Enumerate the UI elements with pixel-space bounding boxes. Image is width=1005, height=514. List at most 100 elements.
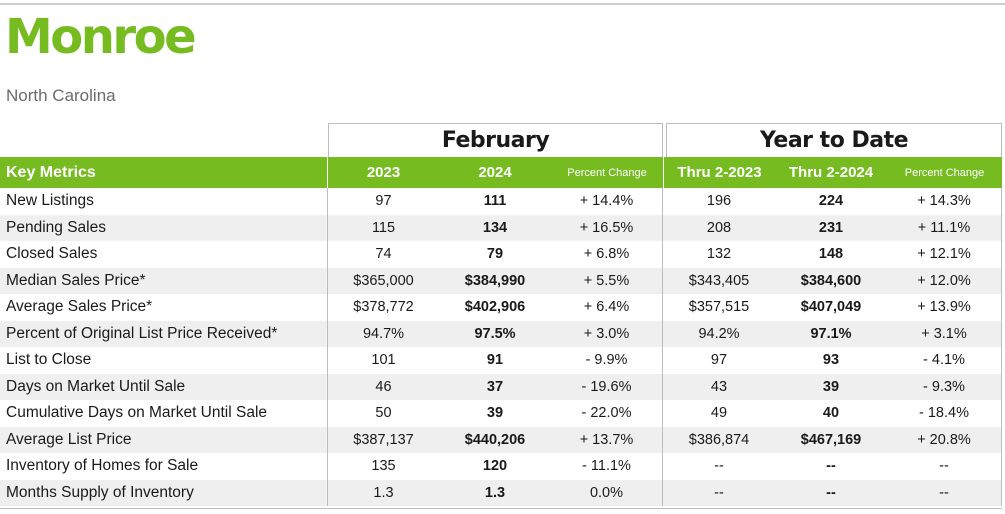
table-row: Days on Market Until Sale 46 37- 19.6% 43 39… [0,373,1002,400]
top-rule [0,3,1005,5]
table-row: Average List Price $387,137 $440,206 + 13.7… [0,426,1002,453]
metric-name: Cumulative Days on Market Until Sale [0,400,327,427]
feb-2024-value: $384,990 [439,267,551,294]
ytd-percent-change: + 14.3% [887,188,1002,215]
feb-2024-value: 91 [439,347,551,374]
group-header-february: February [328,123,663,157]
header-feb-2024: 2024 [439,157,551,188]
feb-2024-value: 1.3 [439,479,551,506]
group-header-year-to-date: Year to Date [666,123,1002,157]
table-row: Inventory of Homes for Sale 135 120- 11.1%… [0,453,1002,480]
ytd-percent-change: + 3.1% [887,320,1002,347]
ytd-percent-change: -- [887,479,1002,506]
ytd-2024-value: 224 [775,188,887,215]
ytd-2024-value: 231 [775,214,887,241]
table-row: Cumulative Days on Market Until Sale 50 39… [0,400,1002,427]
feb-2023-value: 101 [327,347,439,374]
feb-2023-value: 97 [327,188,439,215]
ytd-2023-value: 49 [663,400,775,427]
feb-2023-value: 46 [327,373,439,400]
feb-percent-change: + 14.4% [551,188,663,215]
metric-name: Inventory of Homes for Sale [0,453,327,480]
feb-percent-change: - 11.1% [551,453,663,480]
feb-2023-value: 1.3 [327,479,439,506]
metric-name: List to Close [0,347,327,374]
metric-name: Percent of Original List Price Received* [0,320,327,347]
metric-name: Months Supply of Inventory [0,479,327,506]
ytd-2023-value: $343,405 [663,267,775,294]
table-row: Median Sales Price* $365,000 $384,990 + 5.5… [0,267,1002,294]
feb-percent-change: - 19.6% [551,373,663,400]
ytd-2024-value: 148 [775,241,887,268]
page-subtitle: North Carolina [6,86,116,105]
feb-percent-change: + 3.0% [551,320,663,347]
ytd-2024-value: 39 [775,373,887,400]
key-metrics-table: Key Metrics 2023 2024 Percent Change Thr… [0,157,1002,506]
ytd-2024-value: 93 [775,347,887,374]
feb-2023-value: 135 [327,453,439,480]
feb-2024-value: 134 [439,214,551,241]
ytd-2023-value: 196 [663,188,775,215]
feb-2023-value: $387,137 [327,426,439,453]
ytd-2024-value: 40 [775,400,887,427]
table-header-row: Key Metrics 2023 2024 Percent Change Thr… [0,157,1002,188]
ytd-percent-change: + 12.0% [887,267,1002,294]
ytd-percent-change: + 12.1% [887,241,1002,268]
header-ytd-percent-change: Percent Change [887,157,1002,188]
feb-percent-change: - 9.9% [551,347,663,374]
table-row: List to Close 101 91- 9.9% 97 93- 4.1% [0,347,1002,374]
metric-name: Pending Sales [0,214,327,241]
ytd-2024-value: -- [775,453,887,480]
bottom-rule [0,508,1002,509]
ytd-2024-value: $467,169 [775,426,887,453]
header-ytd-2023: Thru 2-2023 [663,157,775,188]
ytd-2023-value: 132 [663,241,775,268]
ytd-2024-value: $384,600 [775,267,887,294]
table-row: Percent of Original List Price Received*… [0,320,1002,347]
page-title: Monroe [5,9,197,65]
table-body: New Listings 97 111 + 14.4% 196 224 + 14.3% Pen… [0,188,1002,506]
feb-2024-value: $402,906 [439,294,551,321]
feb-2024-value: 79 [439,241,551,268]
feb-percent-change: 0.0% [551,479,663,506]
feb-2023-value: 50 [327,400,439,427]
header-feb-2023: 2023 [327,157,439,188]
feb-2024-value: 111 [439,188,551,215]
ytd-2023-value: -- [663,479,775,506]
metric-name: Median Sales Price* [0,267,327,294]
feb-2024-value: 39 [439,400,551,427]
ytd-percent-change: + 20.8% [887,426,1002,453]
feb-2024-value: 97.5% [439,320,551,347]
feb-percent-change: + 13.7% [551,426,663,453]
feb-2024-value: $440,206 [439,426,551,453]
header-feb-percent-change: Percent Change [551,157,663,188]
header-key-metrics: Key Metrics [0,157,327,188]
metric-name: New Listings [0,188,327,215]
feb-2024-value: 120 [439,453,551,480]
feb-percent-change: + 16.5% [551,214,663,241]
feb-2023-value: $378,772 [327,294,439,321]
feb-2023-value: $365,000 [327,267,439,294]
ytd-2024-value: 97.1% [775,320,887,347]
metric-name: Average Sales Price* [0,294,327,321]
ytd-2023-value: $357,515 [663,294,775,321]
feb-2023-value: 94.7% [327,320,439,347]
ytd-2023-value: 97 [663,347,775,374]
feb-percent-change: - 22.0% [551,400,663,427]
ytd-percent-change: + 11.1% [887,214,1002,241]
metric-name: Days on Market Until Sale [0,373,327,400]
header-ytd-2024: Thru 2-2024 [775,157,887,188]
ytd-2023-value: 208 [663,214,775,241]
feb-2024-value: 37 [439,373,551,400]
table-row: Closed Sales 74 79 + 6.8% 132 148 + 12.1% [0,241,1002,268]
ytd-2024-value: $407,049 [775,294,887,321]
feb-2023-value: 74 [327,241,439,268]
feb-percent-change: + 6.4% [551,294,663,321]
table-row: New Listings 97 111 + 14.4% 196 224 + 14.3% [0,188,1002,215]
feb-percent-change: + 5.5% [551,267,663,294]
metric-name: Closed Sales [0,241,327,268]
ytd-percent-change: - 9.3% [887,373,1002,400]
ytd-2023-value: -- [663,453,775,480]
ytd-2023-value: 94.2% [663,320,775,347]
ytd-percent-change: - 4.1% [887,347,1002,374]
